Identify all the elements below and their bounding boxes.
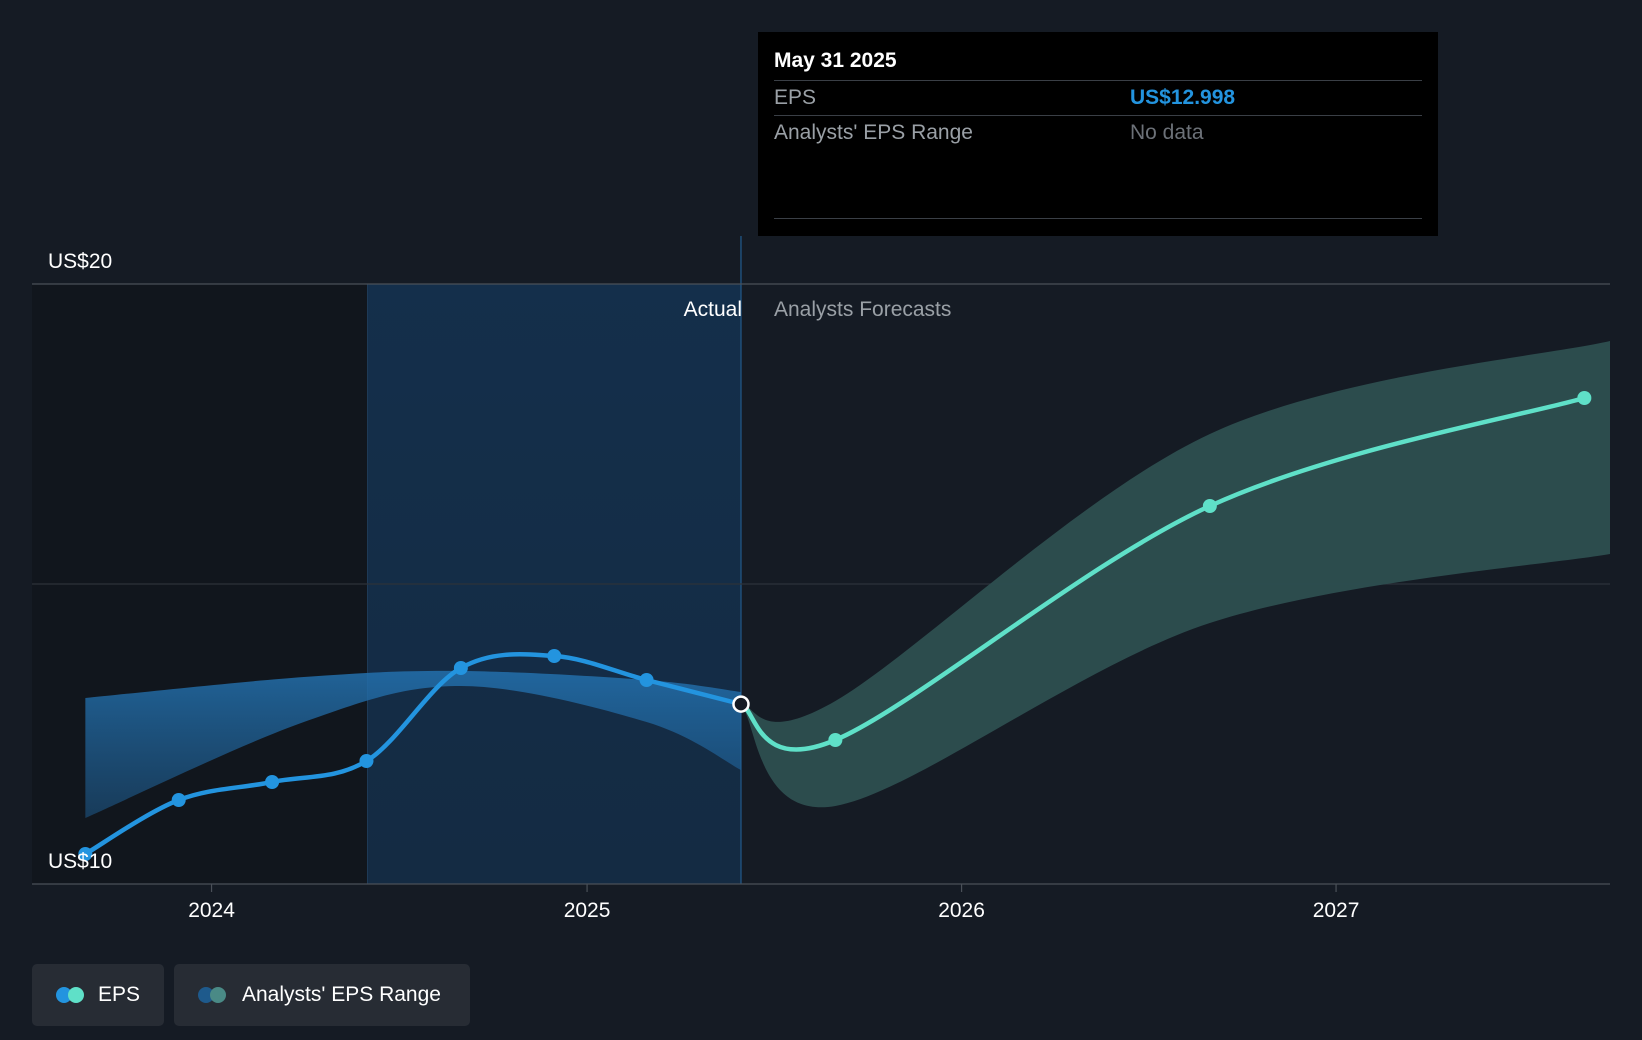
actual-range-band: [85, 670, 741, 818]
eps-swatch-icon: [56, 987, 84, 1003]
tooltip-eps-value: US$12.998: [1130, 86, 1236, 109]
tooltip-date: May 31 2025: [774, 49, 897, 72]
legend-eps-label: EPS: [97, 983, 140, 1006]
y-tick-label: US$10: [48, 850, 112, 873]
actual-label: Actual: [684, 298, 742, 321]
tooltip-eps-row: EPS US$12.998: [774, 80, 1422, 115]
x-tick-label: 2027: [1313, 899, 1360, 922]
range-band-layer: [85, 341, 1610, 818]
eps-actual-point: [359, 754, 374, 768]
legend: EPS Analysts' EPS Range: [32, 964, 470, 1026]
eps-forecast-point: [1202, 499, 1217, 513]
x-tick-label: 2026: [938, 899, 985, 922]
y-tick-label: US$20: [48, 250, 112, 273]
eps-actual-point: [171, 793, 186, 807]
legend-range-button[interactable]: Analysts' EPS Range: [174, 964, 470, 1026]
eps-forecast-point: [828, 733, 843, 747]
x-tick-label: 2024: [188, 899, 235, 922]
tooltip-range-value: No data: [1130, 121, 1204, 144]
eps-actual-point: [453, 661, 468, 675]
legend-range-label: Analysts' EPS Range: [242, 983, 441, 1006]
tooltip: May 31 2025 EPS US$12.998 Analysts' EPS …: [758, 32, 1438, 236]
range-swatch-icon: [198, 987, 228, 1003]
forecast-range-band: [740, 341, 1610, 808]
tooltip-range-label: Analysts' EPS Range: [774, 121, 973, 144]
tooltip-range-row: Analysts' EPS Range No data: [774, 115, 1422, 150]
tooltip-divider: [774, 218, 1422, 219]
eps-point-layer: [78, 391, 1592, 861]
eps-selected-point: [732, 695, 750, 713]
eps-actual-point: [547, 649, 562, 663]
tooltip-eps-label: EPS: [774, 86, 817, 109]
eps-forecast-point: [1577, 391, 1592, 405]
axis-layer: 2024 2025 2026 2027 US$20 US$10: [32, 250, 1610, 922]
forecast-label: Analysts Forecasts: [774, 298, 951, 321]
eps-actual-point: [639, 673, 654, 687]
legend-eps-button[interactable]: EPS: [32, 964, 164, 1026]
eps-actual-point: [265, 775, 280, 789]
eps-actual-point: [78, 847, 93, 861]
x-tick-label: 2025: [564, 899, 611, 922]
eps-forecast-line: [738, 395, 1587, 752]
